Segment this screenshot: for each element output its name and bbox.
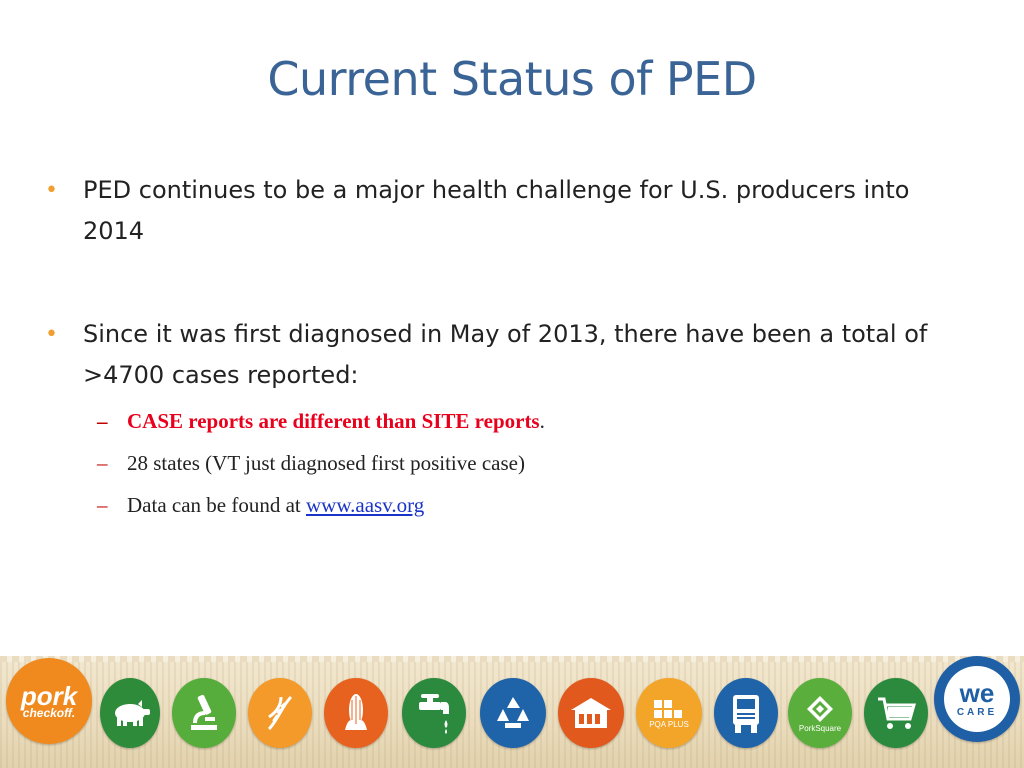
- porksquare-label: PorkSquare: [798, 723, 842, 733]
- sub-bullet-text: 28 states (VT just diagnosed first posit…: [127, 451, 525, 475]
- footer-icon-band: pork checkoff.: [0, 656, 1024, 768]
- sub-bullet-marker: –: [97, 493, 108, 517]
- aasv-link[interactable]: www.aasv.org: [306, 493, 425, 517]
- we-care-line2: CARE: [956, 707, 998, 718]
- bullet-item: • PED continues to be a major health cha…: [45, 170, 965, 252]
- pork-checkoff-line2: checkoff.: [22, 706, 76, 720]
- bullet-text: Since it was first diagnosed in May of 2…: [83, 320, 928, 389]
- sub-bullet-text: CASE reports are different than SITE rep…: [127, 409, 540, 433]
- barn-icon: [558, 678, 624, 748]
- sub-bullet-marker: –: [97, 409, 108, 433]
- cart-icon: [864, 678, 928, 748]
- pqa-plus-logo: PQA PLUS: [636, 678, 702, 748]
- pqa-plus-label: PQA PLUS: [649, 719, 689, 729]
- bullet-marker: •: [45, 178, 58, 203]
- pig-icon: [100, 678, 160, 748]
- bullet-item: • Since it was first diagnosed in May of…: [45, 314, 965, 396]
- sub-bullet-item: – CASE reports are different than SITE r…: [97, 400, 965, 442]
- sub-bullet-item: – Data can be found at www.aasv.org: [97, 484, 965, 526]
- dna-icon: [248, 678, 312, 748]
- bullet-text: PED continues to be a major health chall…: [83, 176, 910, 245]
- sub-bullet-suffix: .: [539, 409, 545, 433]
- pork-checkoff-line1: pork: [20, 681, 78, 711]
- microscope-icon: [172, 678, 236, 748]
- sub-bullet-text: Data can be found at: [127, 493, 307, 517]
- porksquare-logo: PorkSquare: [788, 678, 852, 748]
- sub-bullet-list: – CASE reports are different than SITE r…: [97, 400, 965, 526]
- sub-bullet-marker: –: [97, 451, 108, 475]
- pork-checkoff-logo: pork checkoff.: [6, 658, 92, 744]
- bullet-marker: •: [45, 322, 58, 347]
- sub-bullet-item: – 28 states (VT just diagnosed first pos…: [97, 442, 965, 484]
- slide-title: Current Status of PED: [267, 52, 757, 106]
- bullet-list: • PED continues to be a major health cha…: [45, 170, 965, 526]
- recycle-icon: [480, 678, 546, 748]
- faucet-icon: [402, 678, 466, 748]
- corn-icon: [324, 678, 388, 748]
- footer-edge: [0, 656, 1024, 662]
- we-care-line1: we: [959, 678, 995, 708]
- we-care-logo: we CARE: [934, 656, 1020, 742]
- truck-icon: [714, 678, 778, 748]
